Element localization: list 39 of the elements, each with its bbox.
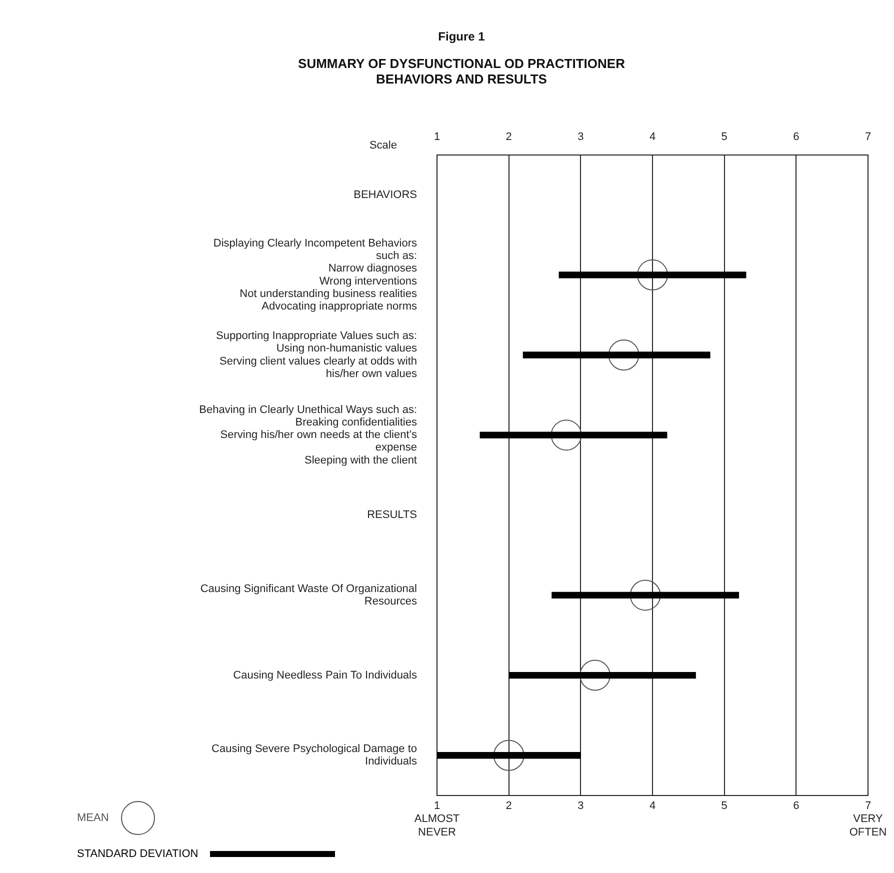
bar xyxy=(437,752,581,759)
x-tick-label: 4 xyxy=(649,800,656,812)
y-tick-label: Causing Needless Pain To Individuals xyxy=(233,669,418,682)
bar xyxy=(558,272,746,278)
point xyxy=(637,259,668,290)
x-tick-label: 5 xyxy=(721,800,728,812)
x-tick-label: 3 xyxy=(578,800,584,812)
text: MEAN xyxy=(77,812,109,824)
x2-tick-label: 7 xyxy=(864,131,872,144)
x-tick-label: 6 xyxy=(793,800,800,812)
x-tick-label: 1 ALMOST NEVER xyxy=(414,800,460,838)
point xyxy=(550,420,582,451)
x2-tick-label: 3 xyxy=(578,131,584,144)
bar xyxy=(508,672,696,679)
y-tick-label: Displaying Clearly Incompetent Behaviors such as: Narrow diagnoses Wrong interventions Not understanding business realities Advocating inappropriate norms xyxy=(213,237,418,313)
chart-subtitle: SUMMARY OF DYSFUNCTIONAL OD PRACTITIONER BEHAVIORS AND RESULTS xyxy=(298,56,626,86)
bar xyxy=(480,432,668,438)
x2-tick-label: 2 xyxy=(506,131,512,144)
point xyxy=(630,580,661,611)
chart-title: Figure 1 xyxy=(438,30,486,44)
bar xyxy=(552,592,740,599)
x2-tick-label: 6 xyxy=(793,131,800,144)
y-tick-label: Behaving in Clearly Unethical Ways such as: Breaking confidentialities Serving his/her own needs at the client’s expense Sleeping with the client xyxy=(199,404,418,466)
x-tick-label: 7 VERY OFTEN xyxy=(849,800,887,838)
point xyxy=(493,740,524,771)
x2-tick-label: 1 xyxy=(434,131,440,144)
bar xyxy=(522,352,710,358)
text: STANDARD DEVIATION xyxy=(77,848,198,860)
y-tick-label: Supporting Inappropriate Values such as: Using non-humanistic values Serving client values clearly at odds with his/her own values xyxy=(201,330,418,380)
point xyxy=(580,660,611,691)
x2-axis-title: Scale xyxy=(369,139,397,152)
x2-tick-label: 5 xyxy=(721,131,728,144)
x-tick-label: 2 xyxy=(506,800,512,812)
y-tick-label: Causing Significant Waste Of Organizational Resources xyxy=(200,582,418,608)
y-tick-label: RESULTS xyxy=(367,509,417,522)
x2-tick-label: 4 xyxy=(649,131,656,144)
y-tick-label: BEHAVIORS xyxy=(354,188,417,201)
point xyxy=(608,339,640,370)
y-tick-label: Causing Severe Psychological Damage to Individuals xyxy=(212,743,418,768)
